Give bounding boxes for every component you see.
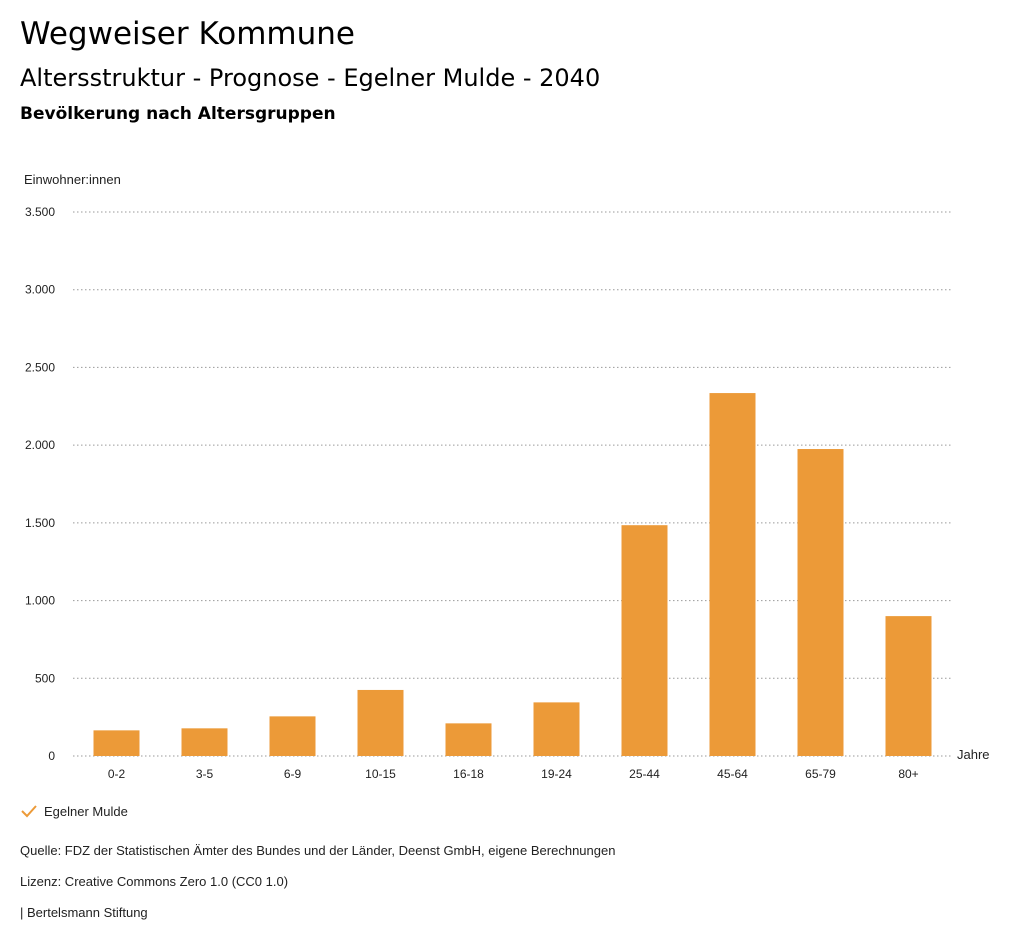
bar-3-5[interactable]	[181, 728, 228, 756]
x-tick-label: 45-64	[717, 767, 748, 781]
source-note: Quelle: FDZ der Statistischen Ämter des …	[20, 843, 616, 858]
bar-19-24[interactable]	[533, 702, 580, 756]
x-tick-label: 19-24	[541, 767, 572, 781]
x-axis-label: Jahre	[957, 747, 990, 762]
bar-80+[interactable]	[885, 616, 932, 756]
y-axis-label: Einwohner:innen	[24, 172, 121, 187]
y-tick-label: 0	[48, 749, 55, 763]
page-title: Wegweiser Kommune	[20, 16, 355, 52]
y-tick-label: 1.500	[25, 516, 55, 530]
y-tick-label: 2.000	[25, 438, 55, 452]
bar-45-64[interactable]	[709, 393, 756, 756]
brand-note: | Bertelsmann Stiftung	[20, 905, 148, 920]
bar-0-2[interactable]	[93, 730, 140, 756]
bar-10-15[interactable]	[357, 689, 404, 756]
license-note: Lizenz: Creative Commons Zero 1.0 (CC0 1…	[20, 874, 289, 889]
y-tick-label: 2.500	[25, 360, 55, 374]
x-tick-label: 0-2	[108, 767, 126, 781]
bar-25-44[interactable]	[621, 525, 668, 756]
y-tick-label: 3.000	[25, 283, 55, 297]
x-tick-label: 3-5	[196, 767, 214, 781]
bar-65-79[interactable]	[797, 449, 844, 756]
y-tick-label: 3.500	[25, 205, 55, 219]
x-tick-label: 10-15	[365, 767, 396, 781]
legend-item[interactable]: Egelner Mulde	[20, 803, 128, 819]
y-tick-label: 1.000	[25, 594, 55, 608]
legend-label: Egelner Mulde	[44, 803, 128, 819]
chart-subtitle: Altersstruktur - Prognose - Egelner Muld…	[20, 64, 601, 92]
bar-chart: Einwohner:innen 0 500 1.000 1.500 2.000 2.500 3…	[24, 172, 990, 781]
x-tick-label: 6-9	[284, 767, 302, 781]
bar-16-18[interactable]	[445, 723, 492, 756]
y-tick-label: 500	[35, 671, 55, 685]
bar-6-9[interactable]	[269, 716, 316, 756]
x-tick-label: 25-44	[629, 767, 660, 781]
x-tick-label: 16-18	[453, 767, 484, 781]
check-icon	[21, 805, 37, 818]
x-tick-label: 65-79	[805, 767, 836, 781]
chart-subsubtitle: Bevölkerung nach Altersgruppen	[20, 104, 336, 124]
x-tick-label: 80+	[898, 767, 918, 781]
